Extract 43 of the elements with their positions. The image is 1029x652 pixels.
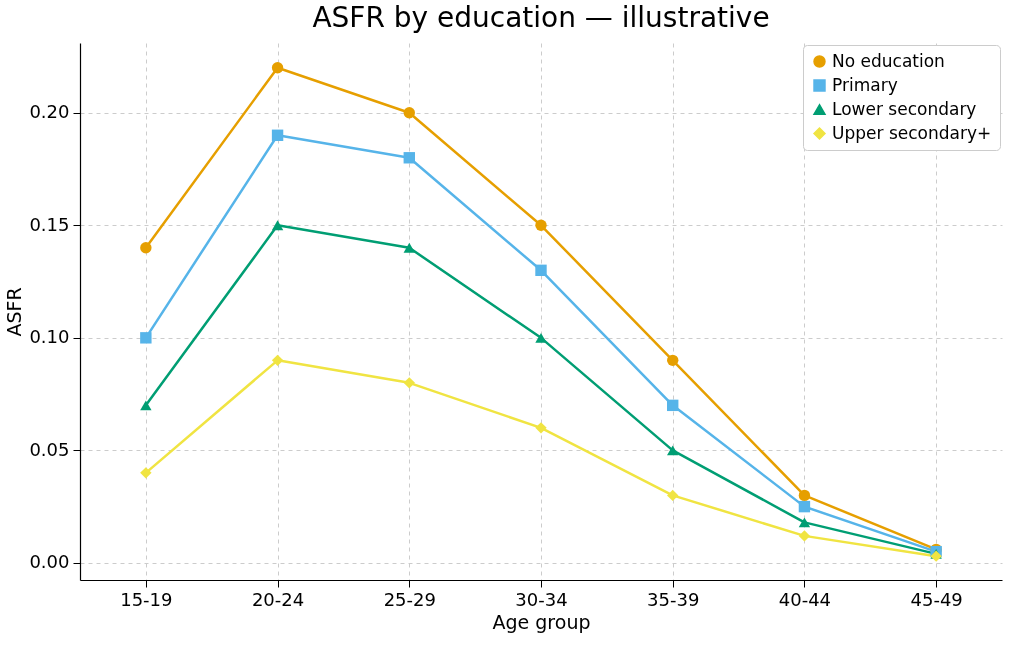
x-tick-label: 25-29 [383,588,436,610]
point [798,517,811,528]
point [535,219,547,231]
point [798,489,811,502]
point [140,242,152,254]
point [403,152,415,164]
x-tick-label: 20-24 [251,588,305,610]
point [403,377,415,389]
legend-label: Lower secondary [832,98,977,119]
y-tick-label: 0.20 [29,101,70,123]
point [798,500,811,513]
x-tick-label: 30-34 [515,588,568,610]
x-tick-label: 15-19 [120,588,173,610]
point [535,332,547,343]
point [667,445,679,456]
point [403,242,415,253]
point [271,220,284,231]
point [535,422,547,434]
legend-label: Upper secondary+ [832,122,992,143]
x-axis-title: Age group [492,610,591,633]
point [403,107,415,119]
y-tick-label: 0.05 [29,438,70,460]
point [667,489,679,502]
point [140,332,152,344]
legend-label: Primary [832,74,898,95]
point [798,530,811,542]
legend-label: No education [832,50,945,71]
point [667,354,679,367]
y-tick-label: 0.15 [29,213,70,235]
x-tick-label: 40-44 [778,588,832,610]
point [271,354,284,367]
x-tick-label: 35-39 [647,588,700,610]
point [140,400,152,411]
y-axis-title: ASFR [3,287,26,337]
point [667,399,679,412]
chart-title: ASFR by education — illustrative [312,1,770,34]
point [271,62,284,74]
x-tick-label: 45-49 [910,588,963,610]
y-tick-label: 0.00 [29,551,70,573]
point [140,467,152,479]
point [271,129,284,141]
point [535,264,547,277]
y-tick-label: 0.10 [29,326,70,348]
